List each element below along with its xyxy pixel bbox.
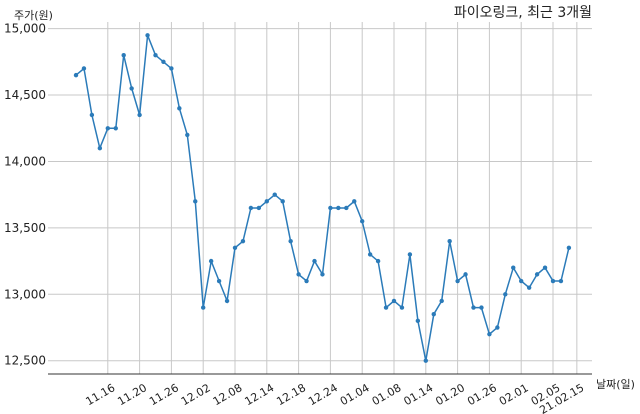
y-tick-label: 15,000 <box>4 22 46 36</box>
data-point <box>423 358 428 363</box>
data-point <box>511 265 516 270</box>
y-tick-label: 13,500 <box>4 221 46 235</box>
data-point <box>264 199 269 204</box>
data-point <box>193 199 198 204</box>
data-point <box>526 285 532 290</box>
data-point <box>216 278 222 284</box>
data-point <box>320 272 325 277</box>
data-point <box>73 72 79 78</box>
chart-title: 파이오링크, 최근 3개월 <box>454 5 592 21</box>
data-point <box>304 278 309 284</box>
data-point <box>383 305 389 310</box>
data-point <box>137 112 142 118</box>
data-point <box>89 112 95 118</box>
x-tick-label: 12.24 <box>306 381 340 408</box>
data-point <box>201 305 206 310</box>
data-point <box>185 132 190 138</box>
x-tick-label: 01.14 <box>402 381 436 408</box>
data-point <box>391 298 397 304</box>
data-point <box>224 298 230 304</box>
x-tick-label: 01.08 <box>370 381 404 408</box>
x-tick-label: 12.02 <box>179 381 213 408</box>
data-point <box>169 66 174 71</box>
data-point <box>471 305 476 310</box>
data-point <box>312 258 317 264</box>
data-point <box>415 318 421 324</box>
data-point <box>367 252 373 257</box>
data-point <box>105 126 111 131</box>
data-point <box>288 238 293 244</box>
data-point <box>360 219 365 224</box>
x-tick-label: 12.08 <box>211 381 245 408</box>
data-point <box>81 66 87 71</box>
data-point <box>542 265 548 270</box>
x-axis-label: 날짜(일) <box>596 377 635 391</box>
data-point <box>503 292 508 297</box>
x-tick-label: 12.18 <box>274 381 308 408</box>
data-point <box>145 33 150 38</box>
x-tick-label: 02.01 <box>497 381 531 408</box>
data-point <box>479 305 484 310</box>
grid <box>48 22 592 374</box>
data-point <box>208 258 214 264</box>
data-point <box>272 192 277 197</box>
x-tick-label: 11.20 <box>115 381 149 408</box>
data-point <box>121 53 126 58</box>
data-point <box>113 126 118 131</box>
data-point <box>534 272 540 277</box>
data-point <box>519 278 524 284</box>
y-tick-labels: 12,500 13,000 13,500 14,000 14,500 15,000 <box>4 22 46 368</box>
data-point <box>566 245 572 251</box>
data-point <box>352 199 357 204</box>
data-point <box>232 245 238 251</box>
data-point <box>328 205 333 211</box>
data-point <box>296 272 301 277</box>
x-tick-label: 12.14 <box>243 381 277 408</box>
data-point <box>129 86 134 91</box>
x-tick-label: 01.26 <box>465 381 499 408</box>
data-point <box>256 205 262 211</box>
data-points <box>73 33 572 363</box>
y-tick-label: 14,500 <box>4 88 46 102</box>
data-point <box>431 312 436 317</box>
data-point <box>455 278 460 284</box>
series-line <box>75 35 570 361</box>
data-point <box>153 53 158 58</box>
y-tick-label: 14,000 <box>4 154 46 168</box>
x-tick-labels: 11.1611.2011.2612.0212.0812.1412.1812.24… <box>84 381 587 414</box>
data-point <box>407 252 413 257</box>
data-point <box>240 238 246 244</box>
y-tick-label: 13,000 <box>4 287 46 301</box>
x-tick-label: 01.20 <box>433 381 467 408</box>
data-point <box>399 305 405 310</box>
x-tick-label: 11.26 <box>147 381 181 408</box>
data-point <box>97 145 103 151</box>
x-tick-label: 01.04 <box>338 381 372 408</box>
data-point <box>487 331 492 337</box>
data-point <box>280 199 285 204</box>
data-point <box>463 272 468 277</box>
data-point <box>447 238 452 244</box>
x-tick-label: 11.16 <box>84 381 118 408</box>
y-tick-label: 12,500 <box>4 354 46 368</box>
data-point <box>550 278 556 284</box>
data-point <box>161 59 166 65</box>
data-point <box>336 205 341 211</box>
data-point <box>177 106 182 111</box>
data-point <box>375 258 381 264</box>
data-point <box>248 205 254 211</box>
data-point <box>495 325 500 330</box>
data-point <box>558 278 564 284</box>
y-axis-label: 주가(원) <box>14 9 53 22</box>
data-point <box>439 298 444 304</box>
data-point <box>344 205 349 211</box>
